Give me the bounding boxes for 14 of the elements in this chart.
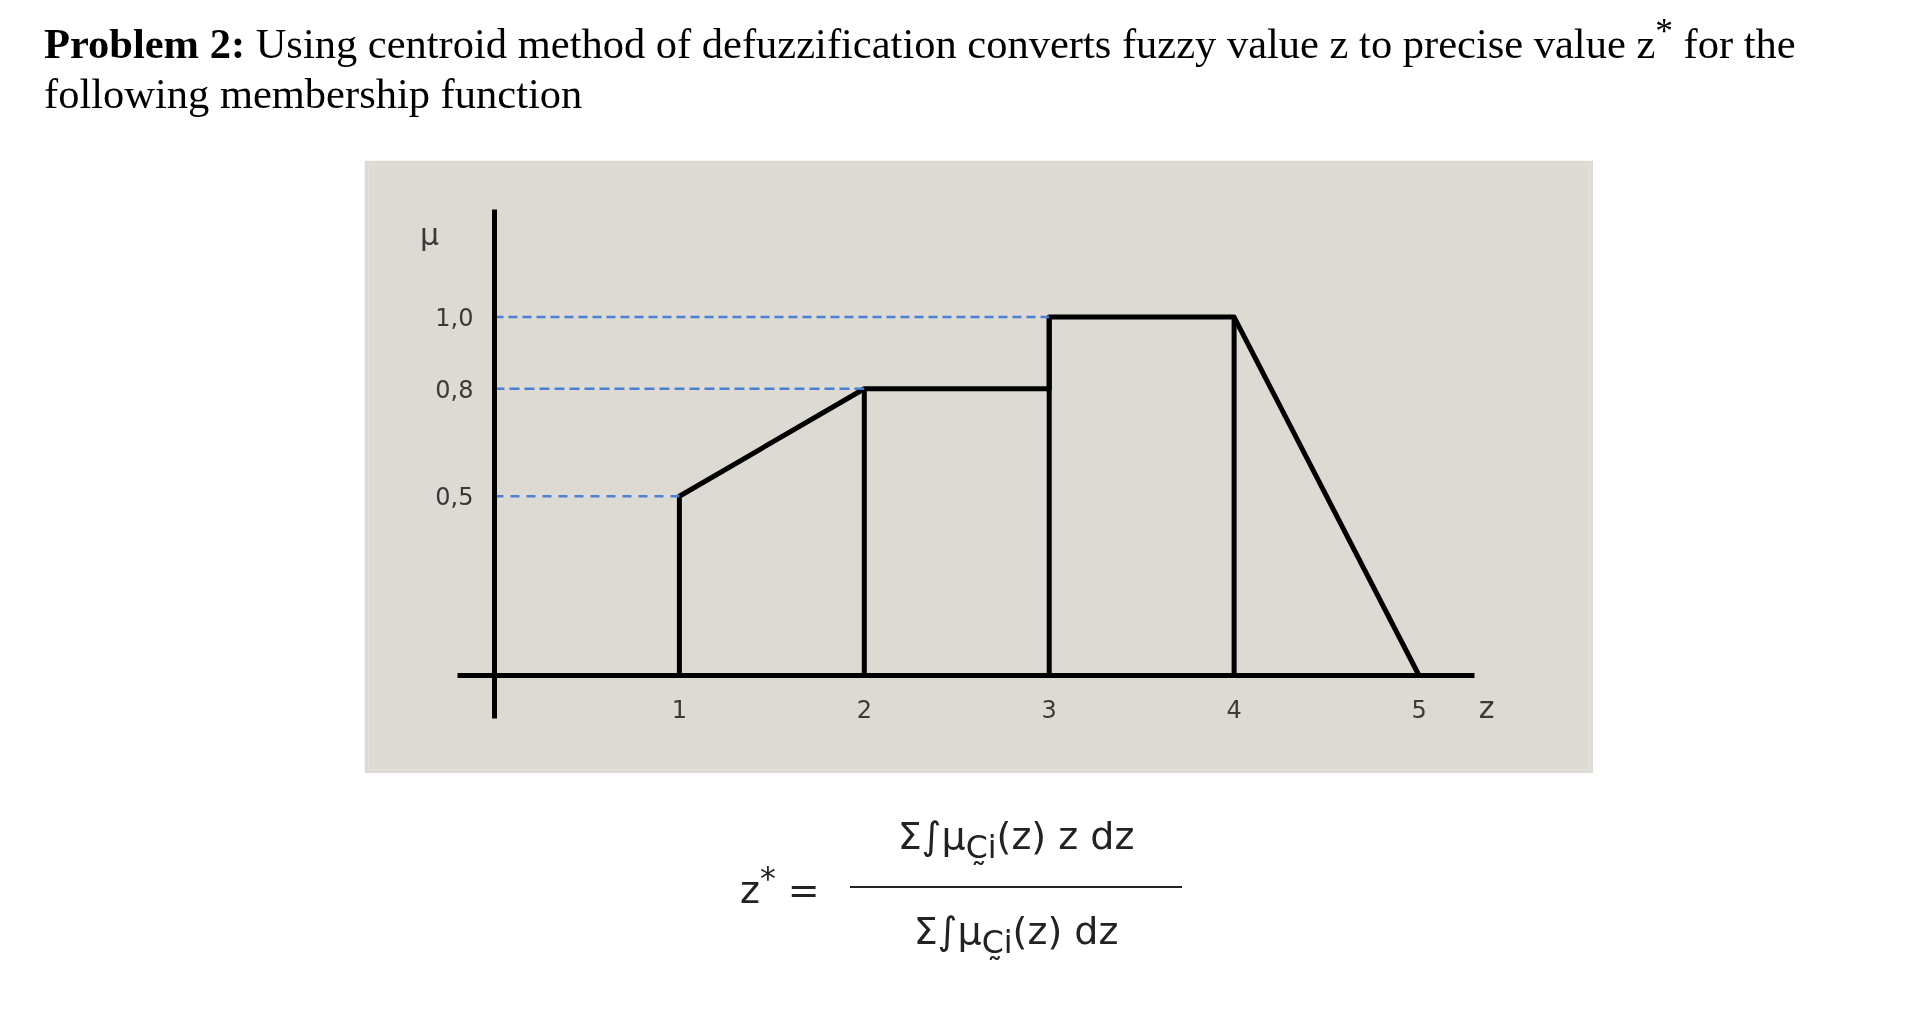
x-tick-label: 4 (1226, 696, 1242, 725)
text: z$^{*}$ = (740, 859, 820, 914)
x-tick-label: 5 (1411, 696, 1427, 725)
text: Σ∫μ$_{C̰i}$(z) dz (849, 885, 1183, 965)
y-tick-label: 1,0 (435, 304, 474, 333)
x-tick-label: 3 (1041, 696, 1057, 725)
y-tick-label: 0,5 (435, 483, 474, 512)
y-axis-title: μ (419, 217, 440, 252)
x-tick-label: 1 (671, 696, 688, 725)
x-tick-label: 2 (856, 696, 872, 725)
x-axis-title: z (1478, 689, 1495, 725)
text: Σ∫μ$_{C̰i}$(z) z dz (896, 813, 1136, 867)
y-tick-label: 0,8 (435, 375, 474, 404)
chart-title: Problem 2: Using centroid method of defuzzification converts fuzzy value z to precise value z$^{*}$ for the following membership function (44, 11, 1796, 118)
